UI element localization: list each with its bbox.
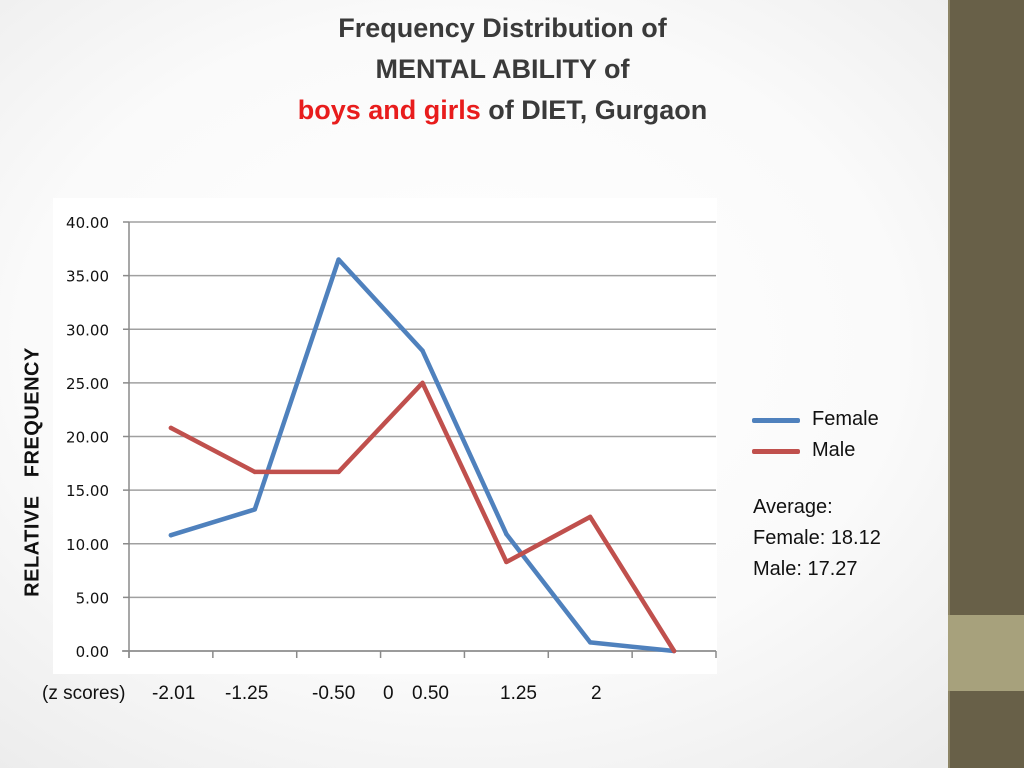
- data-point-male: [252, 469, 257, 475]
- sidebar-edge: [948, 0, 950, 768]
- x-tick-label: 0.50: [412, 683, 449, 704]
- legend-label-female: Female: [812, 408, 879, 430]
- x-axis-row: (z scores) -2.01 -1.25 -0.50 0 0.50 1.25…: [0, 683, 948, 711]
- data-point-male: [420, 380, 425, 386]
- data-point-female: [168, 532, 174, 538]
- data-point-female: [504, 531, 509, 537]
- x-tick-label: -1.25: [225, 683, 269, 704]
- slide-title: Frequency Distribution of MENTAL ABILITY…: [0, 8, 1005, 131]
- data-point-male: [168, 425, 174, 431]
- y-tick-label: 10.00: [66, 536, 109, 554]
- y-tick-label: 25.00: [66, 375, 109, 393]
- x-axis-label: (z scores): [42, 683, 126, 704]
- x-tick-label: 0: [383, 683, 394, 704]
- data-point-male: [671, 648, 677, 654]
- line-chart: 0.00 5.00 10.00 15.00 20.00 25.00 30.00 35.00 40…: [66, 214, 717, 661]
- data-point-male: [588, 514, 593, 520]
- y-tick-label: 0.00: [76, 643, 109, 661]
- legend-label-male: Male: [812, 439, 856, 461]
- data-point-female: [420, 348, 425, 353]
- sidebar-accent-band: [948, 615, 1024, 691]
- title-line-2: MENTAL ABILITY of: [375, 54, 630, 84]
- data-point-female: [252, 507, 257, 512]
- series-line-female: [168, 257, 677, 654]
- x-tick-label: 1.25: [500, 683, 537, 704]
- data-point-male: [504, 559, 509, 565]
- title-line-3-rest: of DIET, Gurgaon: [480, 95, 708, 125]
- average-heading: Average:: [753, 496, 833, 518]
- y-tick-label: 35.00: [66, 268, 109, 286]
- data-point-female: [588, 640, 593, 645]
- average-female: Female: 18.12: [753, 527, 881, 549]
- y-axis-label: RELATIVE FREQUENCY: [21, 347, 44, 597]
- average-annotation: Average: Female: 18.12 Male: 17.27: [753, 492, 881, 585]
- series-line-male: [168, 380, 677, 654]
- legend-swatch-female: [752, 418, 800, 423]
- data-point-male: [336, 469, 341, 475]
- y-tick-label: 40.00: [66, 214, 109, 232]
- y-tick-label: 30.00: [66, 321, 109, 339]
- y-tick-label: 15.00: [66, 482, 109, 500]
- y-tick-label: 20.00: [66, 429, 109, 447]
- title-line-3: boys and girls of DIET, Gurgaon: [0, 90, 1005, 131]
- legend-swatch-male: [752, 449, 800, 454]
- title-highlight: boys and girls: [297, 95, 481, 125]
- decorative-sidebar: [948, 0, 1024, 768]
- data-point-female: [336, 257, 341, 262]
- x-tick-label: -2.01: [152, 683, 196, 704]
- title-line-1: Frequency Distribution of: [338, 13, 667, 43]
- x-tick-label: 2: [591, 683, 602, 704]
- slide: Frequency Distribution of MENTAL ABILITY…: [0, 13, 948, 711]
- y-tick-label: 5.00: [76, 589, 109, 607]
- average-male: Male: 17.27: [753, 558, 858, 580]
- x-tick-label: -0.50: [312, 683, 356, 704]
